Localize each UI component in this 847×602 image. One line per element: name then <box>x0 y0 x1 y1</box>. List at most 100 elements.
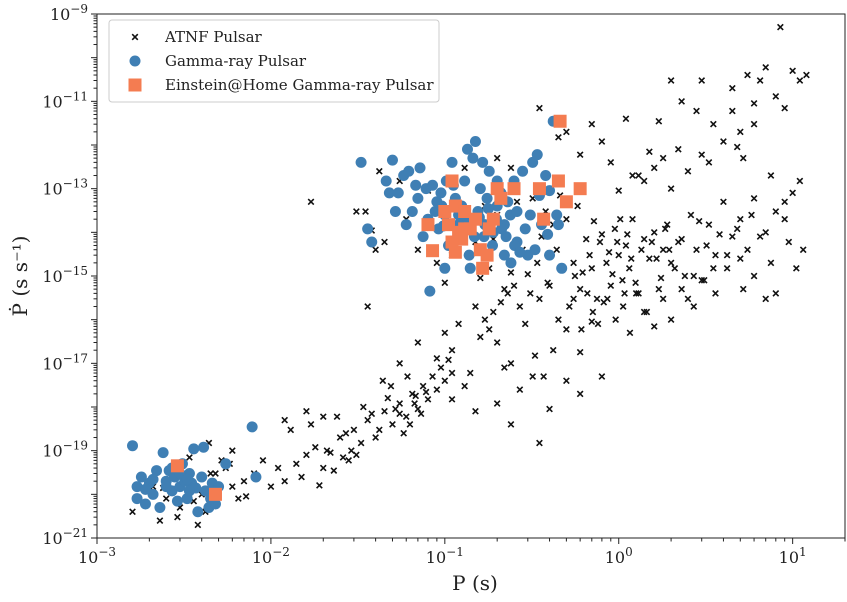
atnf-pulsar-point <box>653 255 660 262</box>
atnf-pulsar-point <box>657 274 665 282</box>
atnf-pulsar-point <box>228 483 236 491</box>
atnf-pulsar-point <box>594 320 602 328</box>
gamma-ray-pulsar-point <box>524 209 536 221</box>
atnf-pulsar-point <box>655 285 663 293</box>
atnf-pulsar-point <box>667 259 675 267</box>
atnf-pulsar-point <box>526 290 534 297</box>
atnf-pulsar-point <box>750 194 758 202</box>
atnf-pulsar-point <box>640 235 648 243</box>
atnf-pulsar-point <box>781 104 789 112</box>
atnf-pulsar-point <box>507 269 515 276</box>
atnf-pulsar-point <box>762 63 770 71</box>
atnf-pulsar-point <box>799 246 807 254</box>
gamma-ray-pulsar-point <box>139 498 151 510</box>
gamma-ray-pulsar-point <box>362 223 374 235</box>
gamma-ray-pulsar-point <box>147 473 159 485</box>
atnf-pulsar-point <box>781 215 789 223</box>
atnf-pulsar-point <box>316 482 323 489</box>
atnf-pulsar-point <box>792 264 800 272</box>
atnf-pulsar-point <box>593 295 601 303</box>
atnf-pulsar-point <box>352 208 360 215</box>
atnf-pulsar-point <box>350 426 358 434</box>
atnf-pulsar-point <box>684 295 692 303</box>
atnf-pulsar-point <box>375 426 383 434</box>
gamma-ray-pulsar-point <box>514 246 526 258</box>
atnf-pulsar-point <box>574 202 581 210</box>
atnf-pulsar-point <box>645 148 653 156</box>
atnf-pulsar-point <box>156 517 164 524</box>
atnf-pulsar-point <box>406 421 414 428</box>
atnf-pulsar-point <box>563 377 570 385</box>
gamma-ray-pulsar-point <box>540 170 552 182</box>
einstein-home-gamma-ray-pulsar-point <box>442 218 456 232</box>
gamma-ray-pulsar-point <box>196 471 208 483</box>
atnf-pulsar-point <box>521 320 529 328</box>
atnf-pulsar-point <box>274 464 282 472</box>
atnf-pulsar-point <box>433 386 441 393</box>
gamma-ray-pulsar-point <box>160 481 172 493</box>
atnf-pulsar-point <box>333 413 341 421</box>
atnf-pulsar-point <box>497 298 505 306</box>
atnf-pulsar-point <box>756 233 764 240</box>
gamma-ray-pulsar-point <box>459 175 471 187</box>
atnf-pulsar-point <box>622 115 630 123</box>
x-axis-label: P (s) <box>452 571 498 595</box>
atnf-pulsar-point <box>441 377 449 385</box>
atnf-pulsar-point <box>621 290 628 297</box>
atnf-pulsar-point <box>739 285 747 293</box>
atnf-pulsar-point <box>615 251 623 259</box>
atnf-pulsar-point <box>445 356 452 364</box>
atnf-pulsar-point <box>671 264 679 272</box>
atnf-pulsar-point <box>485 325 493 333</box>
atnf-pulsar-point <box>493 154 501 162</box>
atnf-pulsar-point <box>659 295 667 303</box>
y-tick-label: 10−9 <box>50 2 88 24</box>
gamma-ray-pulsar-point <box>469 136 481 148</box>
atnf-pulsar-point <box>588 120 596 128</box>
atnf-pulsar-point <box>578 325 585 333</box>
gamma-ray-pulsar-point <box>246 421 258 433</box>
atnf-pulsar-point <box>767 172 775 179</box>
atnf-pulsar-point <box>663 221 671 229</box>
atnf-pulsar-point <box>705 221 713 229</box>
atnf-pulsar-point <box>723 251 731 259</box>
gamma-ray-pulsar-point <box>392 187 404 199</box>
atnf-pulsar-point <box>690 272 698 280</box>
atnf-pulsar-point <box>635 172 642 179</box>
atnf-pulsar-point <box>616 215 624 223</box>
atnf-pulsar-point <box>516 386 524 393</box>
atnf-pulsar-point <box>576 390 584 398</box>
einstein-home-gamma-ray-pulsar-point <box>494 191 508 205</box>
atnf-pulsar-point <box>632 290 640 297</box>
gamma-ray-pulsar-point <box>355 156 367 168</box>
atnf-pulsar-point <box>605 248 613 256</box>
atnf-pulsar-point <box>536 104 543 112</box>
atnf-pulsar-point <box>531 352 539 360</box>
y-tick-label: 10−15 <box>42 264 88 286</box>
gamma-ray-pulsar-point <box>542 228 554 240</box>
atnf-pulsar-point <box>588 264 596 272</box>
gamma-ray-pulsar-point <box>366 236 378 248</box>
atnf-pulsar-point <box>368 410 376 418</box>
atnf-pulsar-point <box>728 107 736 115</box>
atnf-pulsar-point <box>712 290 719 297</box>
atnf-pulsar-point <box>396 400 404 407</box>
atnf-pulsar-point <box>789 189 797 197</box>
atnf-pulsar-point <box>586 251 593 259</box>
atnf-pulsar-point <box>536 295 543 303</box>
gamma-ray-pulsar-point <box>519 223 531 235</box>
y-axis-label: Ṗ (s s⁻¹) <box>8 236 32 317</box>
einstein-home-gamma-ray-pulsar-point <box>551 174 565 188</box>
atnf-pulsar-point <box>212 470 219 477</box>
atnf-pulsar-point <box>619 303 627 310</box>
atnf-pulsar-point <box>589 308 597 316</box>
gamma-ray-pulsar-point <box>151 465 163 477</box>
x-tick-label: 101 <box>779 545 807 567</box>
atnf-pulsar-point <box>281 416 289 424</box>
gamma-ray-pulsar-point <box>500 231 512 243</box>
atnf-pulsar-point <box>555 133 562 141</box>
atnf-pulsar-point <box>583 290 591 297</box>
atnf-pulsar-point <box>303 451 310 459</box>
y-tick-label: 10−17 <box>42 351 88 373</box>
atnf-pulsar-point <box>785 238 793 246</box>
